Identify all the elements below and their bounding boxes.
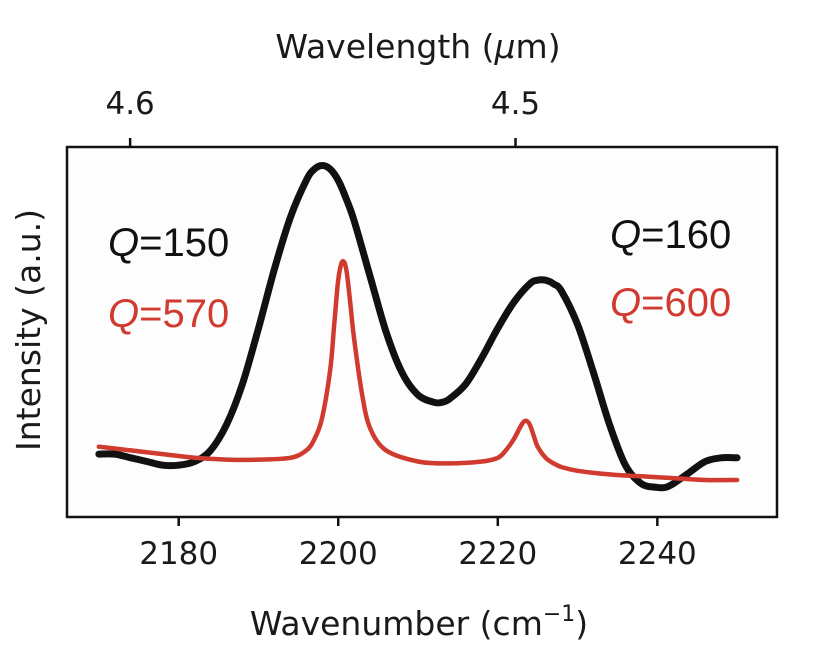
top-tick-label: 4.5	[491, 86, 540, 122]
top-tick-label: 4.6	[105, 86, 154, 122]
bottom-tick-label: 2240	[618, 536, 697, 572]
top-x-axis: 4.64.54.4	[105, 86, 540, 147]
series-line-1	[96, 258, 740, 483]
series-line-0	[95, 162, 741, 492]
annotation-q600: Q=600	[610, 281, 731, 325]
bottom-tick-label: 2220	[458, 536, 537, 572]
plot-frame	[65, 145, 779, 519]
annotation-q160: Q=160	[610, 213, 731, 257]
bottom-tick-label: 2200	[299, 536, 378, 572]
bottom-x-axis: 2180 2200 2220 2240	[139, 517, 697, 572]
annotation-q150: Q=150	[108, 221, 229, 265]
top-axis-title: Wavelength (μm)	[275, 27, 560, 66]
annotation-q570: Q=570	[108, 292, 229, 336]
y-axis-title: Intensity (a.u.)	[9, 209, 48, 451]
curves-layer	[95, 162, 741, 492]
bottom-tick-label: 2180	[139, 536, 218, 572]
bottom-axis-title: Wavenumber (cm−1)	[250, 602, 588, 643]
